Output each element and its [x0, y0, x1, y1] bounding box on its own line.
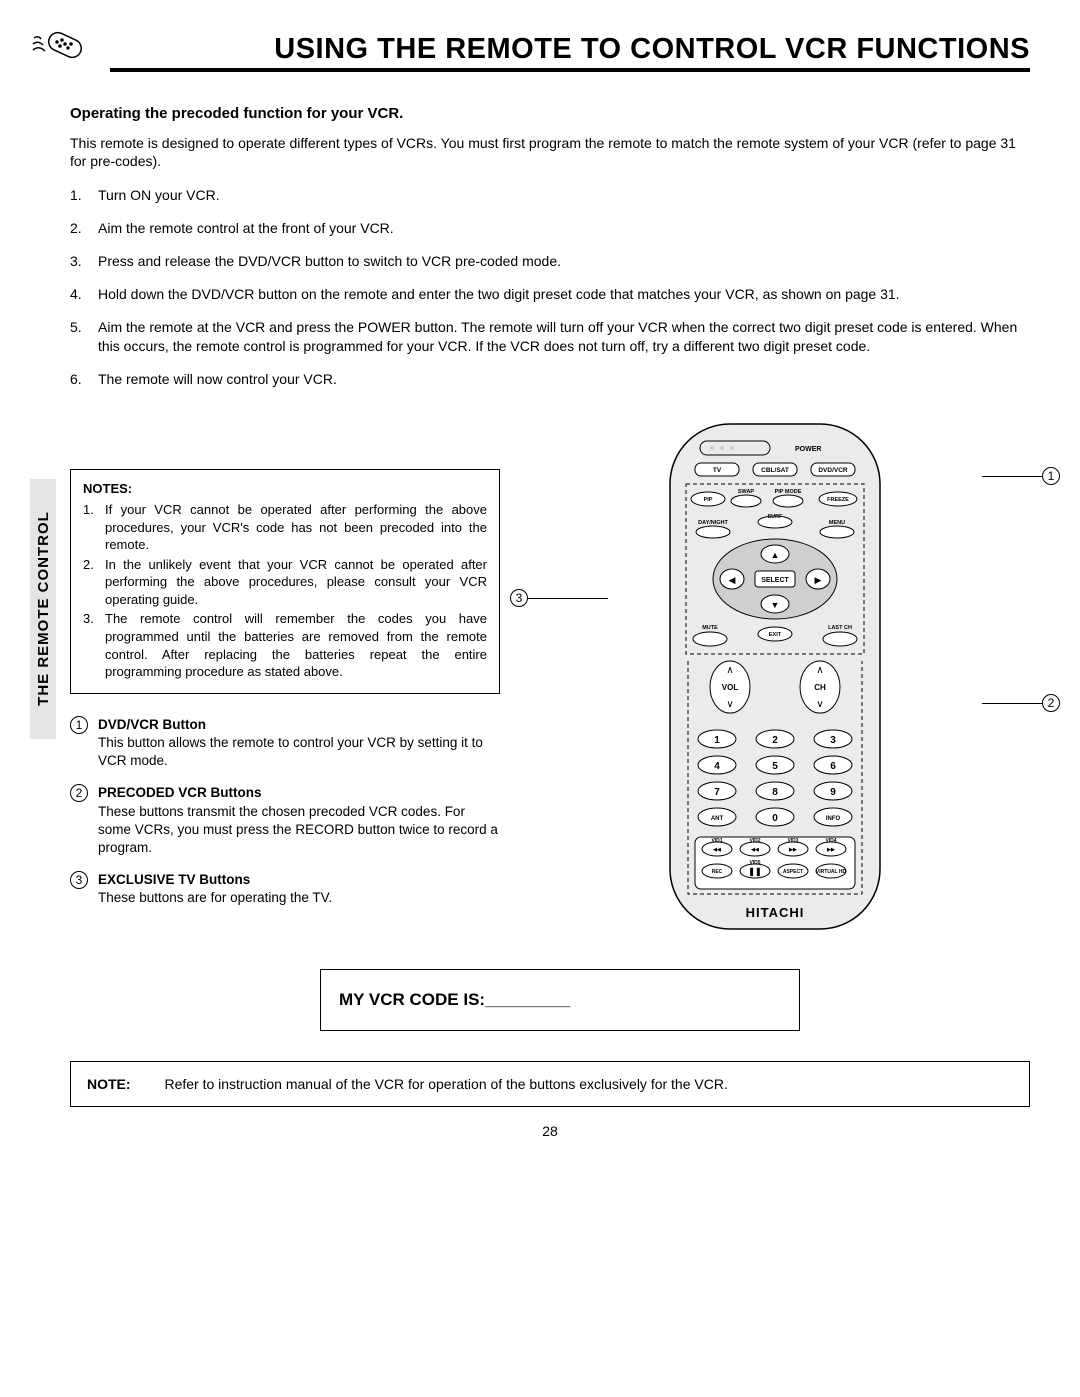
- svg-text:INFO: INFO: [826, 816, 841, 822]
- svg-text:▶: ▶: [815, 575, 822, 585]
- svg-text:DVD/VCR: DVD/VCR: [818, 467, 848, 474]
- step-item: Aim the remote control at the front of y…: [70, 219, 1030, 238]
- svg-text:VIRTUAL HD: VIRTUAL HD: [816, 869, 847, 875]
- svg-text:1: 1: [714, 735, 720, 746]
- note-item: In the unlikely event that your VCR cann…: [83, 556, 487, 609]
- svg-text:SELECT: SELECT: [761, 577, 789, 584]
- page-number: 28: [70, 1123, 1030, 1139]
- svg-text:REC: REC: [712, 869, 723, 875]
- notes-heading: NOTES:: [83, 480, 487, 498]
- svg-text:◀◀: ◀◀: [750, 847, 759, 853]
- svg-text:CBL/SAT: CBL/SAT: [761, 467, 789, 474]
- button-desc: 1DVD/VCR ButtonThis button allows the re…: [70, 716, 500, 771]
- svg-text:ASPECT: ASPECT: [783, 869, 803, 875]
- svg-text:▼: ▼: [771, 600, 780, 610]
- callout-2: 2: [982, 694, 1060, 712]
- svg-text:VID3: VID3: [787, 838, 798, 844]
- left-column: NOTES: If your VCR cannot be operated af…: [70, 419, 520, 949]
- main-content: Operating the precoded function for your…: [70, 105, 1030, 1139]
- svg-text:2: 2: [772, 735, 778, 746]
- bottom-note-text: Refer to instruction manual of the VCR f…: [164, 1076, 727, 1092]
- intro-paragraph: This remote is designed to operate diffe…: [70, 134, 1030, 170]
- section-subhead: Operating the precoded function for your…: [70, 105, 1030, 122]
- step-item: Press and release the DVD/VCR button to …: [70, 252, 1030, 271]
- button-desc: 3EXCLUSIVE TV ButtonsThese buttons are f…: [70, 871, 500, 907]
- button-desc: 2PRECODED VCR ButtonsThese buttons trans…: [70, 784, 500, 857]
- bottom-note-label: NOTE:: [87, 1076, 131, 1092]
- svg-text:HITACHI: HITACHI: [746, 905, 805, 920]
- svg-text:∧: ∧: [726, 665, 733, 676]
- svg-text:MENU: MENU: [829, 520, 845, 526]
- step-item: Turn ON your VCR.: [70, 186, 1030, 205]
- svg-text:∨: ∨: [816, 699, 823, 710]
- svg-text:TV: TV: [713, 467, 722, 474]
- svg-text:SURF: SURF: [768, 514, 784, 520]
- svg-text:❚❚: ❚❚: [748, 867, 761, 877]
- right-column: 3 1 2 POWER T: [520, 419, 1030, 949]
- svg-text:FREEZE: FREEZE: [827, 497, 849, 503]
- svg-text:▲: ▲: [771, 550, 780, 560]
- svg-text:∨: ∨: [726, 699, 733, 710]
- svg-text:VOL: VOL: [722, 683, 739, 692]
- svg-text:9: 9: [830, 787, 836, 798]
- note-item: The remote control will remember the cod…: [83, 610, 487, 680]
- svg-text:LAST CH: LAST CH: [828, 625, 852, 631]
- svg-text:▶▶: ▶▶: [826, 847, 836, 853]
- svg-text:6: 6: [830, 761, 836, 772]
- svg-text:4: 4: [714, 761, 720, 772]
- lower-section: THE REMOTE CONTROL NOTES: If your VCR ca…: [70, 419, 1030, 949]
- step-item: Hold down the DVD/VCR button on the remo…: [70, 285, 1030, 304]
- remote-diagram: POWER TV CBL/SAT DVD/VCR PIP SWAP PIP MO…: [660, 419, 890, 949]
- button-descriptions: 1DVD/VCR ButtonThis button allows the re…: [70, 716, 500, 908]
- svg-text:ANT: ANT: [711, 816, 724, 822]
- svg-text:VID4: VID4: [825, 838, 836, 844]
- svg-text:5: 5: [772, 761, 778, 772]
- notes-list: If your VCR cannot be operated after per…: [83, 501, 487, 680]
- svg-text:0: 0: [772, 813, 778, 824]
- remote-hand-icon: [30, 30, 90, 75]
- svg-text:7: 7: [714, 787, 720, 798]
- callout-3: 3: [510, 589, 608, 607]
- note-item: If your VCR cannot be operated after per…: [83, 501, 487, 554]
- title-underline: [110, 68, 1030, 72]
- svg-text:8: 8: [772, 787, 778, 798]
- svg-text:▶▶: ▶▶: [788, 847, 798, 853]
- svg-text:3: 3: [830, 735, 836, 746]
- svg-text:◀: ◀: [729, 575, 736, 585]
- page-title: USING THE REMOTE TO CONTROL VCR FUNCTION…: [110, 33, 1030, 66]
- side-tab-label: THE REMOTE CONTROL: [35, 511, 52, 706]
- page-header: USING THE REMOTE TO CONTROL VCR FUNCTION…: [30, 30, 1030, 75]
- svg-text:DAY/NIGHT: DAY/NIGHT: [698, 520, 728, 526]
- code-box-label: MY VCR CODE IS:_________: [339, 990, 570, 1009]
- side-tab: THE REMOTE CONTROL: [30, 479, 56, 739]
- svg-text:SWAP: SWAP: [738, 489, 755, 495]
- svg-text:◀◀: ◀◀: [712, 847, 721, 853]
- step-item: The remote will now control your VCR.: [70, 370, 1030, 389]
- svg-text:POWER: POWER: [795, 446, 821, 453]
- svg-text:PIP: PIP: [704, 497, 713, 503]
- svg-text:EXIT: EXIT: [769, 632, 782, 638]
- vcr-code-box: MY VCR CODE IS:_________: [320, 969, 800, 1031]
- steps-list: Turn ON your VCR. Aim the remote control …: [70, 186, 1030, 388]
- svg-text:CH: CH: [814, 683, 826, 692]
- svg-text:VID2: VID2: [749, 838, 760, 844]
- callout-1: 1: [982, 467, 1060, 485]
- svg-text:VID5: VID5: [749, 860, 760, 866]
- step-item: Aim the remote at the VCR and press the …: [70, 318, 1030, 356]
- svg-text:∧: ∧: [816, 665, 823, 676]
- notes-box: NOTES: If your VCR cannot be operated af…: [70, 469, 500, 694]
- svg-text:MUTE: MUTE: [702, 625, 718, 631]
- svg-text:VID1: VID1: [711, 838, 722, 844]
- bottom-note-box: NOTE: Refer to instruction manual of the…: [70, 1061, 1030, 1107]
- svg-text:PIP MODE: PIP MODE: [775, 489, 802, 495]
